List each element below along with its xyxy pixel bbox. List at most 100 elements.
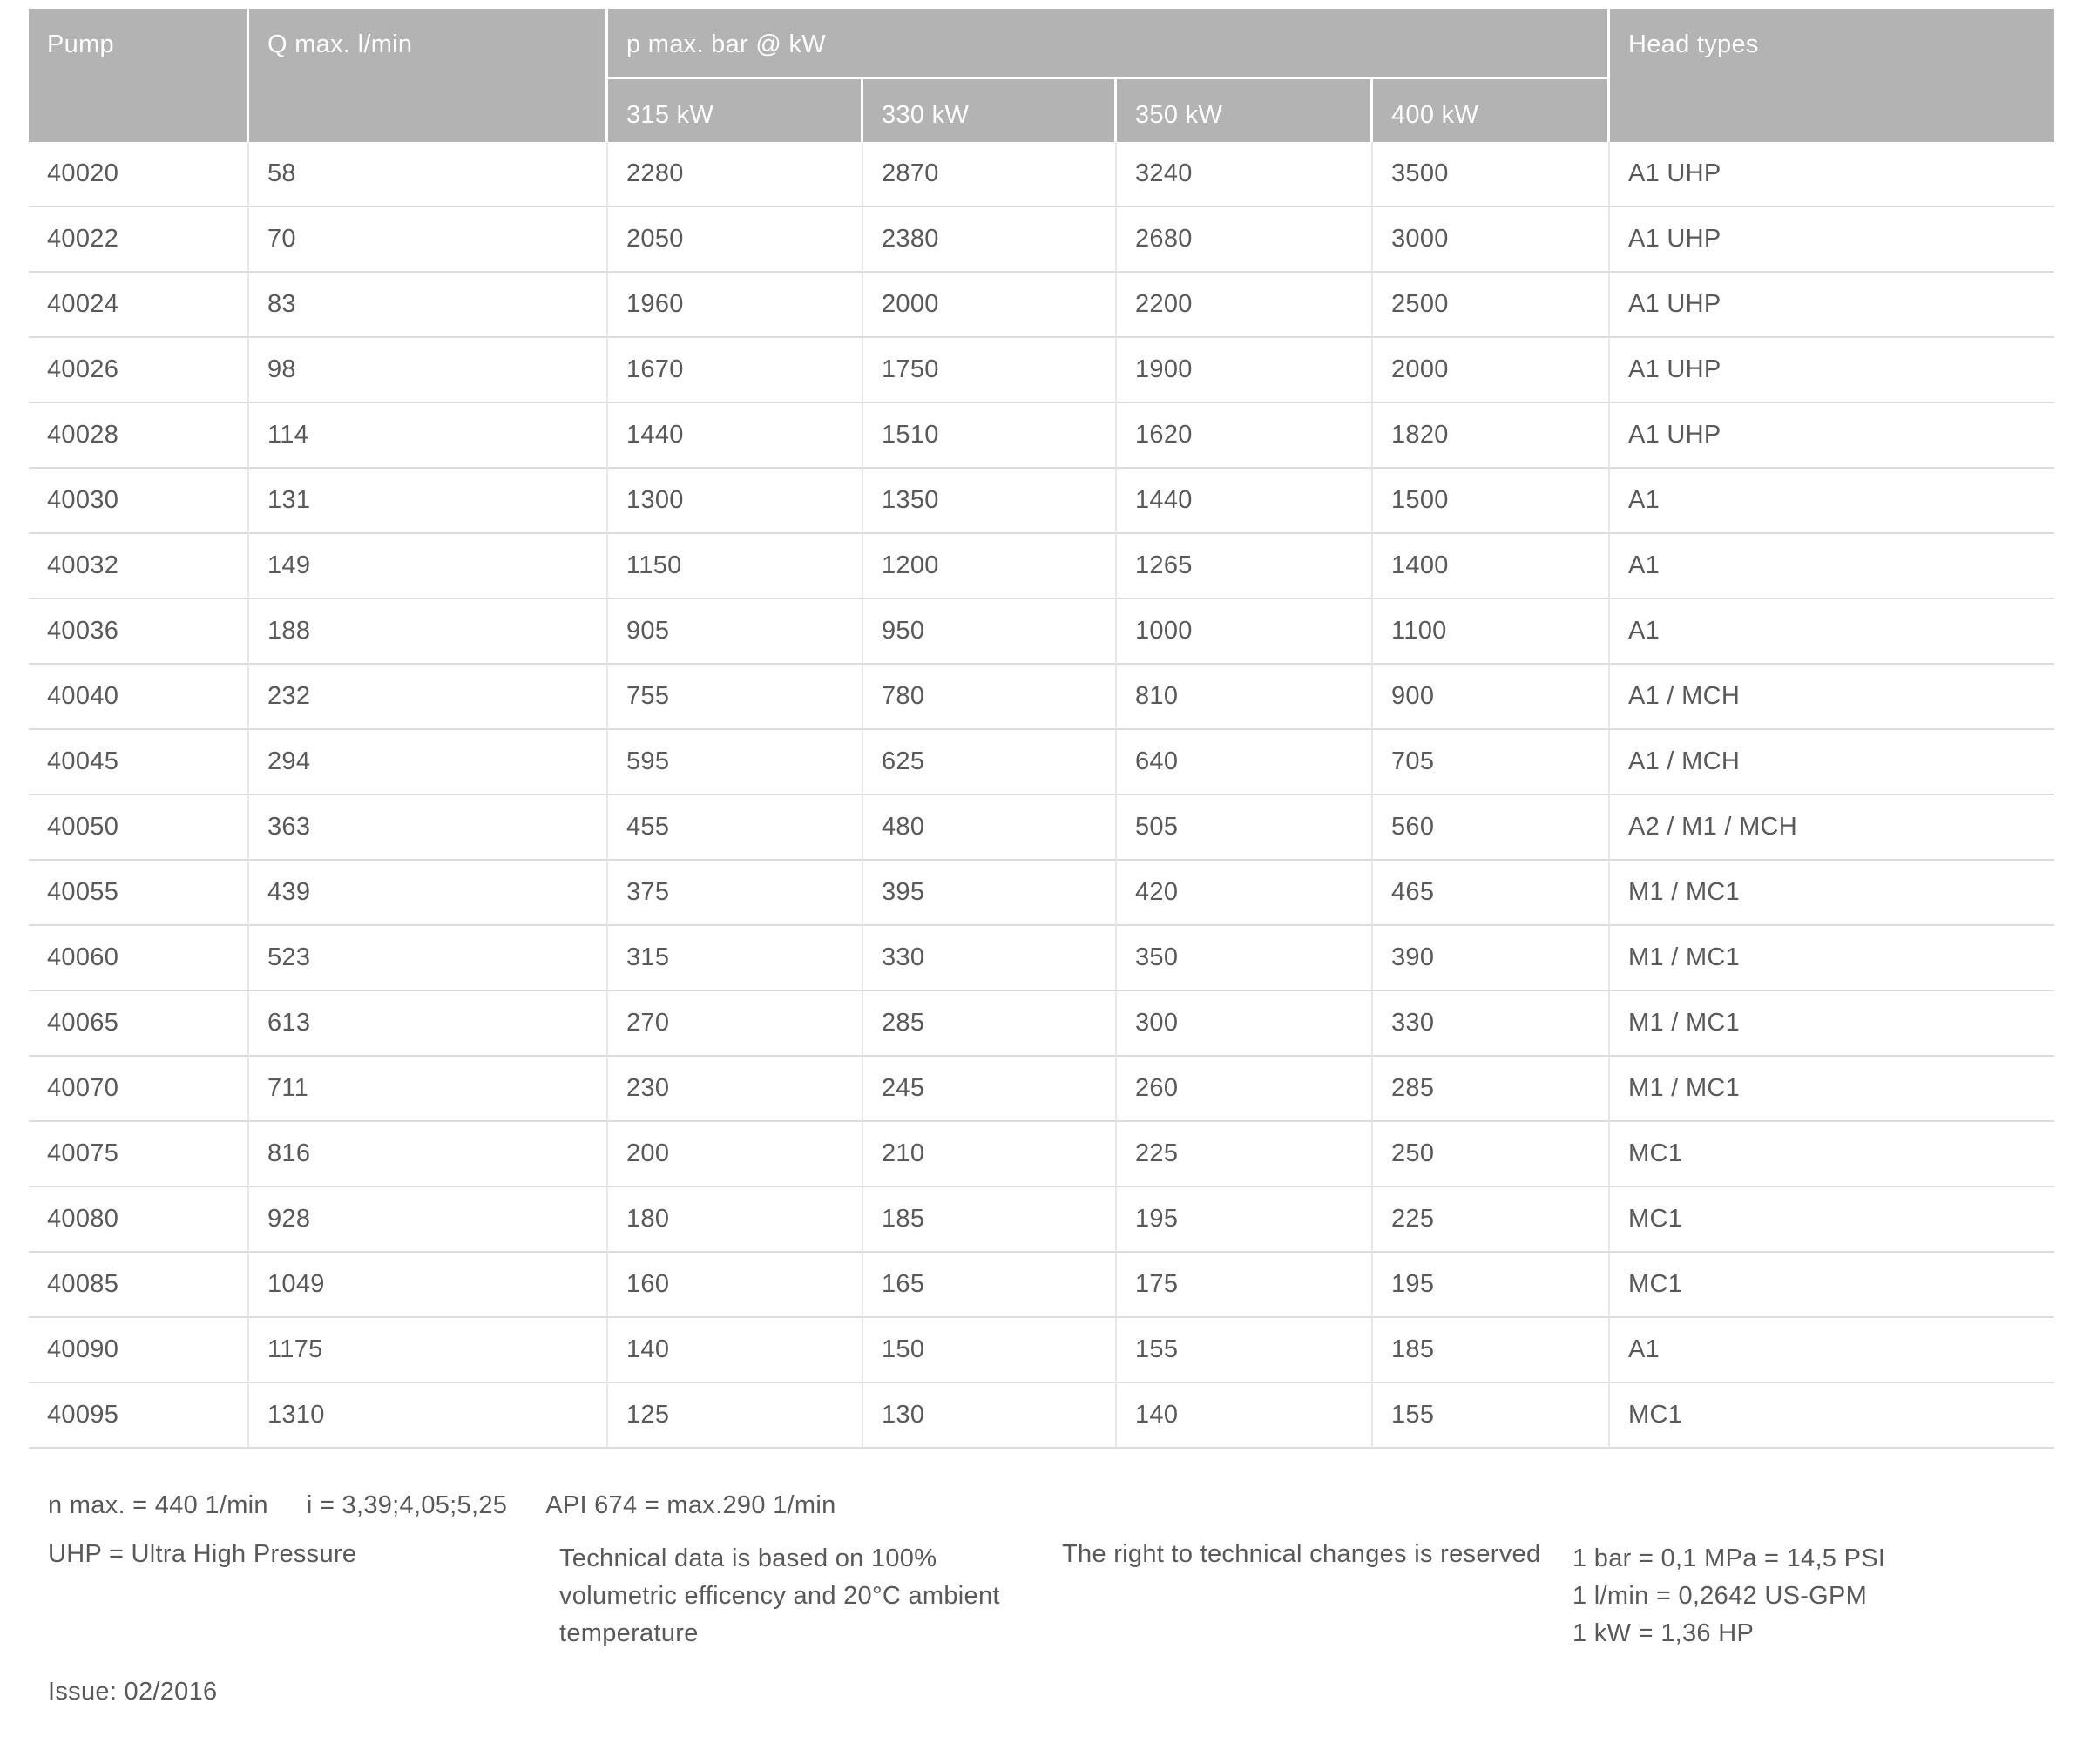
p-350kw-cell: 225 <box>1117 1122 1373 1187</box>
q-max-cell: 1310 <box>249 1383 608 1449</box>
note-i-ratios: i = 3,39;4,05;5,25 <box>306 1491 508 1519</box>
p-400kw-cell: 3500 <box>1373 142 1610 207</box>
p-330kw-cell: 1200 <box>863 534 1117 599</box>
p-330kw-cell: 165 <box>863 1253 1117 1318</box>
p-400kw-cell: 330 <box>1373 991 1610 1057</box>
head-types-cell: A1 <box>1610 534 2054 599</box>
p-400kw-cell: 2000 <box>1373 338 1610 403</box>
pump-id-cell: 40040 <box>29 665 249 730</box>
head-types-cell: A1 / MCH <box>1610 730 2054 795</box>
p-315kw-cell: 1440 <box>608 403 863 469</box>
q-max-cell: 232 <box>249 665 608 730</box>
head-types-cell: A1 <box>1610 1318 2054 1383</box>
p-350kw-cell: 300 <box>1117 991 1373 1057</box>
p-315kw-cell: 230 <box>608 1057 863 1122</box>
table-row: 40040 232 755 780 810 900 A1 / MCH <box>29 665 2054 730</box>
p-330kw-cell: 1510 <box>863 403 1117 469</box>
col-header-315kw: 315 kW <box>608 77 863 142</box>
p-315kw-cell: 595 <box>608 730 863 795</box>
p-330kw-cell: 1750 <box>863 338 1117 403</box>
q-max-cell: 1175 <box>249 1318 608 1383</box>
q-max-cell: 131 <box>249 469 608 534</box>
pump-id-cell: 40022 <box>29 207 249 273</box>
pump-id-cell: 40060 <box>29 926 249 991</box>
pump-id-cell: 40030 <box>29 469 249 534</box>
p-315kw-cell: 180 <box>608 1187 863 1253</box>
pump-id-cell: 40032 <box>29 534 249 599</box>
p-315kw-cell: 455 <box>608 795 863 861</box>
p-330kw-cell: 330 <box>863 926 1117 991</box>
head-types-cell: MC1 <box>1610 1383 2054 1449</box>
footnote-unit-conversions: 1 bar = 0,1 MPa = 14,5 PSI 1 l/min = 0,2… <box>1572 1540 1885 1652</box>
head-types-cell: M1 / MC1 <box>1610 991 2054 1057</box>
table-row: 40050 363 455 480 505 560 A2 / M1 / MCH <box>29 795 2054 861</box>
table-row: 40095 1310 125 130 140 155 MC1 <box>29 1383 2054 1449</box>
head-types-cell: A1 <box>1610 469 2054 534</box>
p-400kw-cell: 1100 <box>1373 599 1610 665</box>
p-315kw-cell: 1960 <box>608 273 863 338</box>
table-row: 40028 114 1440 1510 1620 1820 A1 UHP <box>29 403 2054 469</box>
p-330kw-cell: 950 <box>863 599 1117 665</box>
p-315kw-cell: 905 <box>608 599 863 665</box>
q-max-cell: 58 <box>249 142 608 207</box>
p-315kw-cell: 200 <box>608 1122 863 1187</box>
pump-id-cell: 40024 <box>29 273 249 338</box>
pump-id-cell: 40020 <box>29 142 249 207</box>
p-400kw-cell: 1500 <box>1373 469 1610 534</box>
p-315kw-cell: 160 <box>608 1253 863 1318</box>
table-row: 40080 928 180 185 195 225 MC1 <box>29 1187 2054 1253</box>
pump-spec-table: Pump Q max. l/min p max. bar @ kW Head t… <box>29 9 2054 1449</box>
pump-id-cell: 40080 <box>29 1187 249 1253</box>
p-400kw-cell: 390 <box>1373 926 1610 991</box>
pump-id-cell: 40050 <box>29 795 249 861</box>
pump-table-body: 40020 58 2280 2870 3240 3500 A1 UHP 40022 70 2050… <box>29 142 2054 1449</box>
p-350kw-cell: 420 <box>1117 861 1373 926</box>
footnote-line: n max. = 440 1/min i = 3,39;4,05;5,25 API … <box>48 1491 875 1520</box>
pump-id-cell: 40065 <box>29 991 249 1057</box>
conversion-bar-psi: 1 bar = 0,1 MPa = 14,5 PSI <box>1572 1544 1886 1572</box>
p-330kw-cell: 625 <box>863 730 1117 795</box>
table-row: 40026 98 1670 1750 1900 2000 A1 UHP <box>29 338 2054 403</box>
footnote-technical-line: Technical data is based on 100% <box>559 1544 937 1572</box>
p-315kw-cell: 315 <box>608 926 863 991</box>
note-api-674: API 674 = max.290 1/min <box>545 1491 836 1519</box>
col-header-400kw: 400 kW <box>1373 77 1610 142</box>
p-315kw-cell: 270 <box>608 991 863 1057</box>
head-types-cell: A1 <box>1610 599 2054 665</box>
head-types-cell: A1 UHP <box>1610 403 2054 469</box>
p-350kw-cell: 640 <box>1117 730 1373 795</box>
pump-id-cell: 40075 <box>29 1122 249 1187</box>
p-400kw-cell: 900 <box>1373 665 1610 730</box>
footnote-technical-line: temperature <box>559 1619 699 1647</box>
p-350kw-cell: 260 <box>1117 1057 1373 1122</box>
p-315kw-cell: 140 <box>608 1318 863 1383</box>
col-header-pmax-group: p max. bar @ kW <box>608 9 1610 77</box>
p-315kw-cell: 2280 <box>608 142 863 207</box>
q-max-cell: 149 <box>249 534 608 599</box>
table-row: 40020 58 2280 2870 3240 3500 A1 UHP <box>29 142 2054 207</box>
footnote-uhp: UHP = Ultra High Pressure <box>48 1540 357 1568</box>
p-350kw-cell: 140 <box>1117 1383 1373 1449</box>
head-types-cell: MC1 <box>1610 1187 2054 1253</box>
p-400kw-cell: 285 <box>1373 1057 1610 1122</box>
p-315kw-cell: 1670 <box>608 338 863 403</box>
q-max-cell: 70 <box>249 207 608 273</box>
p-330kw-cell: 285 <box>863 991 1117 1057</box>
head-types-cell: A1 UHP <box>1610 207 2054 273</box>
p-350kw-cell: 155 <box>1117 1318 1373 1383</box>
p-350kw-cell: 1000 <box>1117 599 1373 665</box>
head-types-cell: MC1 <box>1610 1122 2054 1187</box>
p-400kw-cell: 2500 <box>1373 273 1610 338</box>
p-350kw-cell: 3240 <box>1117 142 1373 207</box>
head-types-cell: A2 / M1 / MCH <box>1610 795 2054 861</box>
p-330kw-cell: 480 <box>863 795 1117 861</box>
pump-id-cell: 40028 <box>29 403 249 469</box>
p-350kw-cell: 1265 <box>1117 534 1373 599</box>
p-400kw-cell: 465 <box>1373 861 1610 926</box>
footnote-rights-reserved: The right to technical changes is reserv… <box>1062 1540 1541 1568</box>
table-row: 40022 70 2050 2380 2680 3000 A1 UHP <box>29 207 2054 273</box>
table-row: 40036 188 905 950 1000 1100 A1 <box>29 599 2054 665</box>
pump-id-cell: 40055 <box>29 861 249 926</box>
table-row: 40032 149 1150 1200 1265 1400 A1 <box>29 534 2054 599</box>
